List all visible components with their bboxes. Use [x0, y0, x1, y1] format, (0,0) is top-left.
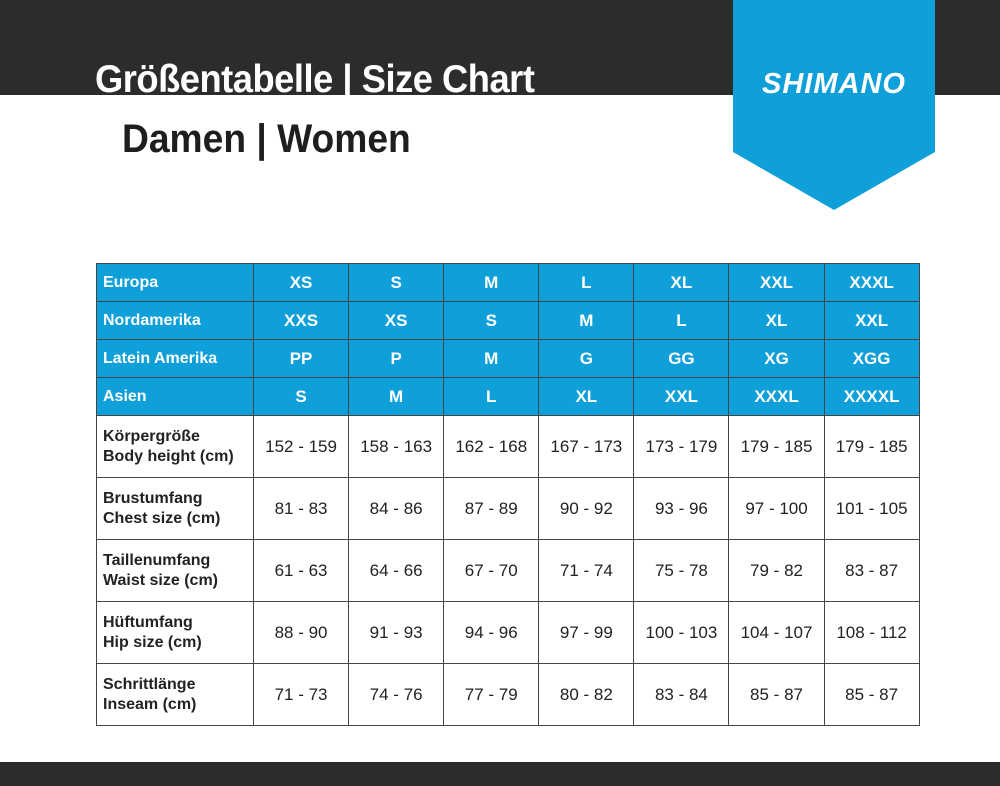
- measure-cell: 85 - 87: [823, 663, 920, 726]
- size-row: Asien S M L XL XXL XXXL XXXXL: [96, 377, 920, 416]
- measure-cell: 179 - 185: [823, 415, 920, 478]
- size-cell: XGG: [823, 339, 920, 378]
- measure-cell: 77 - 79: [443, 663, 540, 726]
- measure-cell: 158 - 163: [348, 415, 445, 478]
- measure-row: Körpergröße Body height (cm) 152 - 159 158 …: [96, 415, 920, 478]
- label-en: Inseam (cm): [103, 695, 197, 713]
- measure-cell: 173 - 179: [633, 415, 730, 478]
- page-title: Größentabelle | Size Chart: [95, 58, 535, 101]
- size-cell: GG: [633, 339, 730, 378]
- measure-cell: 93 - 96: [633, 477, 730, 540]
- measure-cell: 97 - 100: [728, 477, 825, 540]
- measure-cell: 81 - 83: [252, 477, 350, 540]
- measure-cell: 83 - 87: [823, 539, 920, 602]
- size-cell: M: [443, 263, 540, 302]
- measure-cell: 101 - 105: [823, 477, 920, 540]
- size-cell: XXS: [252, 301, 350, 340]
- measure-cell: 94 - 96: [443, 601, 540, 664]
- size-cell: L: [443, 377, 540, 416]
- size-cell: L: [633, 301, 730, 340]
- row-label: Hüftumfang Hip size (cm): [96, 601, 254, 664]
- measure-cell: 85 - 87: [728, 663, 825, 726]
- size-cell: XL: [633, 263, 730, 302]
- measure-cell: 90 - 92: [538, 477, 635, 540]
- measure-cell: 88 - 90: [252, 601, 350, 664]
- measure-cell: 104 - 107: [728, 601, 825, 664]
- measure-row: Hüftumfang Hip size (cm) 88 - 90 91 - 93 94 …: [96, 601, 920, 664]
- size-cell: XS: [252, 263, 350, 302]
- size-cell: XS: [348, 301, 445, 340]
- size-table: Europa XS S M L XL XXL XXXL Nordamerika XXS XS S M L X…: [96, 263, 920, 726]
- measure-cell: 152 - 159: [252, 415, 350, 478]
- label-en: Chest size (cm): [103, 509, 221, 527]
- measure-cell: 64 - 66: [348, 539, 445, 602]
- measure-cell: 74 - 76: [348, 663, 445, 726]
- shimano-logo: SHIMANO: [762, 68, 906, 100]
- size-cell: XXXXL: [823, 377, 920, 416]
- size-cell: S: [252, 377, 350, 416]
- size-cell: XXXL: [728, 377, 825, 416]
- size-cell: M: [443, 339, 540, 378]
- measure-cell: 75 - 78: [633, 539, 730, 602]
- size-cell: P: [348, 339, 445, 378]
- measure-cell: 91 - 93: [348, 601, 445, 664]
- measure-cell: 71 - 73: [252, 663, 350, 726]
- label-de: Brustumfang: [103, 489, 203, 507]
- measure-cell: 162 - 168: [443, 415, 540, 478]
- size-cell: L: [538, 263, 635, 302]
- measure-cell: 84 - 86: [348, 477, 445, 540]
- size-cell: S: [443, 301, 540, 340]
- label-de: Schrittlänge: [103, 675, 196, 693]
- measure-row: Taillenumfang Waist size (cm) 61 - 63 64 - …: [96, 539, 920, 602]
- size-cell: XXL: [728, 263, 825, 302]
- row-label: Asien: [96, 377, 254, 416]
- size-row: Europa XS S M L XL XXL XXXL: [96, 263, 920, 302]
- page-subtitle: Damen | Women: [122, 117, 411, 161]
- size-row: Latein Amerika PP P M G GG XG XGG: [96, 339, 920, 378]
- measure-row: Schrittlänge Inseam (cm) 71 - 73 74 - 76 77 …: [96, 663, 920, 726]
- size-cell: XL: [538, 377, 635, 416]
- row-label: Brustumfang Chest size (cm): [96, 477, 254, 540]
- size-row: Nordamerika XXS XS S M L XL XXL: [96, 301, 920, 340]
- row-label: Nordamerika: [96, 301, 254, 340]
- measure-cell: 100 - 103: [633, 601, 730, 664]
- measure-cell: 80 - 82: [538, 663, 635, 726]
- measure-cell: 87 - 89: [443, 477, 540, 540]
- label-de: Taillenumfang: [103, 551, 211, 569]
- size-cell: XXL: [633, 377, 730, 416]
- label-en: Waist size (cm): [103, 571, 218, 589]
- measure-cell: 179 - 185: [728, 415, 825, 478]
- measure-cell: 79 - 82: [728, 539, 825, 602]
- row-label: Latein Amerika: [96, 339, 254, 378]
- measure-cell: 167 - 173: [538, 415, 635, 478]
- size-cell: M: [538, 301, 635, 340]
- size-cell: XXXL: [823, 263, 920, 302]
- label-en: Body height (cm): [103, 447, 234, 465]
- measure-cell: 97 - 99: [538, 601, 635, 664]
- label-de: Körpergröße: [103, 427, 200, 445]
- size-cell: XXL: [823, 301, 920, 340]
- row-label: Taillenumfang Waist size (cm): [96, 539, 254, 602]
- size-cell: PP: [252, 339, 350, 378]
- row-label: Schrittlänge Inseam (cm): [96, 663, 254, 726]
- size-cell: M: [348, 377, 445, 416]
- measure-cell: 67 - 70: [443, 539, 540, 602]
- measure-cell: 71 - 74: [538, 539, 635, 602]
- size-cell: S: [348, 263, 445, 302]
- size-cell: G: [538, 339, 635, 378]
- label-en: Hip size (cm): [103, 633, 202, 651]
- row-label: Körpergröße Body height (cm): [96, 415, 254, 478]
- row-label: Europa: [96, 263, 254, 302]
- size-cell: XG: [728, 339, 825, 378]
- logo-banner: [733, 0, 935, 210]
- size-cell: XL: [728, 301, 825, 340]
- bottom-bar: [0, 762, 1000, 786]
- measure-cell: 108 - 112: [823, 601, 920, 664]
- measure-cell: 61 - 63: [252, 539, 350, 602]
- label-de: Hüftumfang: [103, 613, 193, 631]
- measure-cell: 83 - 84: [633, 663, 730, 726]
- measure-row: Brustumfang Chest size (cm) 81 - 83 84 - 86…: [96, 477, 920, 540]
